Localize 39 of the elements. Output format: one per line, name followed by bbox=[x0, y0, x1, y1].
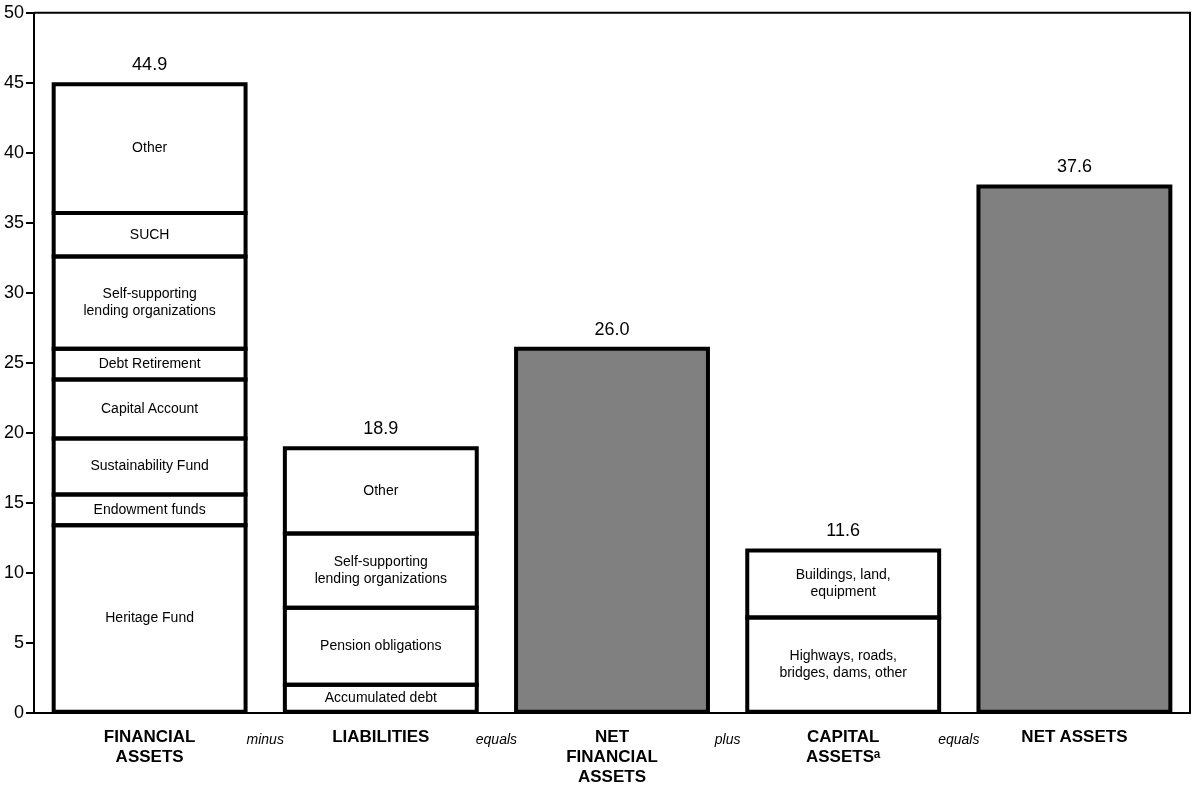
series-label: Other bbox=[132, 139, 168, 156]
x-tick-label: LIABILITIES bbox=[332, 726, 430, 746]
y-tick-label: 25 bbox=[3, 351, 25, 372]
series-label: Self-supporting lending organizations bbox=[83, 284, 216, 318]
total-label: 44.9 bbox=[132, 54, 168, 75]
series-label: Accumulated debt bbox=[324, 689, 437, 706]
series-label: Endowment funds bbox=[93, 500, 206, 517]
y-tick-label: 50 bbox=[3, 1, 25, 22]
text: minus bbox=[246, 730, 284, 747]
y-tick-label: 40 bbox=[3, 141, 25, 162]
total-label: 37.6 bbox=[1056, 156, 1092, 177]
total-label: 26.0 bbox=[594, 318, 630, 339]
series-label: Debt Retirement bbox=[98, 355, 201, 372]
y-tick-label: 20 bbox=[3, 421, 25, 442]
text: equals bbox=[475, 730, 518, 747]
series-label: Other bbox=[363, 481, 399, 498]
series-label: Buildings, land, equipment bbox=[795, 566, 891, 600]
total-label: 18.9 bbox=[363, 418, 399, 439]
y-tick-label: 5 bbox=[14, 631, 25, 652]
x-tick-label: NET ASSETS bbox=[1021, 726, 1128, 746]
y-tick-label: 35 bbox=[3, 211, 25, 232]
series-label: SUCH bbox=[129, 225, 170, 242]
y-tick-label: 0 bbox=[14, 701, 25, 722]
total-label: 11.6 bbox=[826, 520, 861, 541]
x-tick-label: FINANCIAL ASSETS bbox=[103, 726, 196, 767]
series-label: Heritage Fund bbox=[105, 609, 194, 626]
series-label: Capital Account bbox=[100, 399, 199, 416]
x-tick-label: CAPITAL ASSETSᵃ bbox=[805, 726, 881, 767]
y-tick-label: 30 bbox=[3, 281, 25, 302]
series-label: Highways, roads, bridges, dams, other bbox=[779, 647, 908, 681]
y-tick-label: 45 bbox=[3, 71, 25, 92]
y-tick-label: 15 bbox=[3, 491, 25, 512]
series-label: Sustainability Fund bbox=[90, 457, 209, 474]
y-tick-label: 10 bbox=[3, 561, 25, 582]
x-tick-label: NET FINANCIAL ASSETS bbox=[566, 726, 658, 787]
text: plus bbox=[713, 730, 741, 747]
text: equals bbox=[938, 730, 980, 747]
series-label: Pension obligations bbox=[320, 637, 442, 654]
series-label: Self-supporting lending organizations bbox=[314, 553, 447, 587]
